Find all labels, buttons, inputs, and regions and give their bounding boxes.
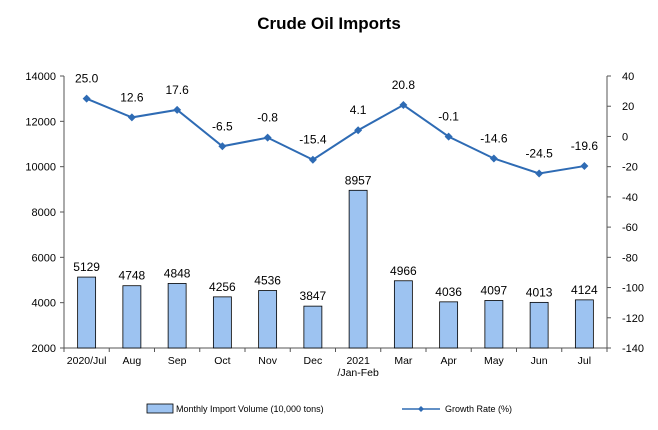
growth-rate-point: [535, 169, 544, 178]
growth-rate-label: 20.8: [392, 78, 416, 92]
right-tick-label: -120: [622, 313, 644, 325]
growth-rate-line: [86, 97, 585, 175]
x-tick-label: Jun: [531, 355, 548, 367]
x-tick-label: Mar: [394, 355, 413, 367]
growth-rate-point: [444, 132, 453, 141]
right-tick-label: -20: [622, 162, 638, 174]
bar-value-label: 8957: [345, 173, 372, 187]
growth-rate-point: [263, 133, 272, 142]
left-tick-label: 12000: [25, 116, 56, 128]
bars-layer: [77, 189, 594, 349]
bar-value-label: 4966: [390, 264, 417, 278]
bar-value-label: 4536: [254, 274, 281, 288]
x-tick-label: May: [484, 355, 505, 367]
growth-rate-point: [127, 113, 136, 122]
import-volume-bar: [439, 301, 459, 349]
right-tick-label: -100: [622, 283, 644, 295]
growth-rate-point: [218, 142, 227, 151]
bar-value-label: 4256: [209, 280, 236, 294]
import-volume-bar: [122, 285, 142, 349]
import-volume-bar: [393, 280, 413, 349]
legend-line-label: Growth Rate (%): [445, 404, 512, 414]
growth-rate-point: [489, 154, 498, 163]
growth-line-layer: [82, 94, 589, 178]
data-labels-layer: 5129 4748 4848 4256 4536 3847 8957 4966 4036 4097…: [73, 72, 598, 303]
left-tick-label: 14000: [25, 71, 56, 83]
left-tick-label: 6000: [32, 252, 56, 264]
bar-value-label: 4848: [164, 266, 191, 280]
legend-bar-label: Monthly Import Volume (10,000 tons): [176, 404, 324, 414]
growth-rate-label: -14.6: [480, 132, 508, 146]
left-tick-label: 2000: [32, 343, 56, 355]
x-tick-label: Apr: [440, 355, 457, 367]
legend: Monthly Import Volume (10,000 tons) Growt…: [146, 403, 512, 414]
growth-rate-label: 25.0: [75, 72, 99, 86]
import-volume-bar: [167, 283, 187, 349]
x-tick-label: Dec: [304, 355, 323, 367]
growth-rate-label: 12.6: [120, 90, 144, 104]
import-volume-bar: [77, 276, 97, 349]
growth-rate-label: -0.1: [438, 110, 459, 124]
growth-rate-label: 4.1: [350, 103, 367, 117]
bar-value-label: 4124: [571, 283, 598, 297]
growth-rate-point: [82, 94, 91, 103]
x-tick-label: 2021/Jan-Feb: [337, 355, 379, 379]
import-volume-bar: [258, 290, 278, 349]
bar-value-label: 5129: [73, 260, 100, 274]
bar-value-label: 3847: [300, 289, 327, 303]
import-volume-bar: [529, 301, 549, 349]
right-tick-label: -80: [622, 252, 638, 264]
right-tick-label: 20: [622, 101, 634, 113]
x-tick-label: Aug: [123, 355, 142, 367]
import-volume-bar: [212, 296, 232, 349]
growth-rate-label: -19.6: [571, 139, 599, 153]
bar-value-label: 4748: [119, 269, 146, 283]
bar-value-label: 4097: [481, 283, 508, 297]
growth-rate-point: [173, 105, 182, 114]
right-tick-label: -40: [622, 192, 638, 204]
import-volume-bar: [303, 305, 323, 349]
right-tick-label: 40: [622, 71, 634, 83]
growth-rate-point: [308, 155, 317, 164]
growth-rate-point: [399, 101, 408, 110]
x-tick-label: Sep: [168, 355, 187, 367]
chart-title: Crude Oil Imports: [257, 14, 401, 33]
growth-rate-label: -15.4: [299, 133, 327, 147]
left-tick-label: 10000: [25, 162, 56, 174]
right-tick-label: 0: [622, 131, 628, 143]
x-tick-label: Nov: [258, 355, 277, 367]
bar-value-label: 4013: [526, 285, 553, 299]
growth-rate-label: 17.6: [165, 83, 189, 97]
growth-rate-label: -0.8: [257, 111, 278, 125]
bar-value-label: 4036: [435, 285, 462, 299]
axes-layer: 2000 4000 6000 8000 10000 12000 14000 -140 -120 -…: [25, 71, 644, 379]
x-tick-label: 2020/Jul: [67, 355, 107, 367]
left-tick-label: 4000: [32, 298, 56, 310]
right-tick-label: -60: [622, 222, 638, 234]
growth-rate-point: [354, 126, 363, 135]
x-tick-label: Oct: [214, 355, 230, 367]
import-volume-bar: [574, 299, 594, 349]
import-volume-bar: [484, 300, 504, 349]
right-tick-label: -140: [622, 343, 644, 355]
left-tick-label: 8000: [32, 207, 56, 219]
growth-rate-point: [580, 162, 589, 171]
legend-bar-swatch: [146, 403, 174, 414]
growth-rate-label: -6.5: [212, 119, 233, 133]
growth-rate-label: -24.5: [525, 146, 553, 160]
import-volume-bar: [348, 189, 368, 349]
legend-line-marker: [418, 406, 424, 412]
x-tick-label: Jul: [578, 355, 591, 367]
